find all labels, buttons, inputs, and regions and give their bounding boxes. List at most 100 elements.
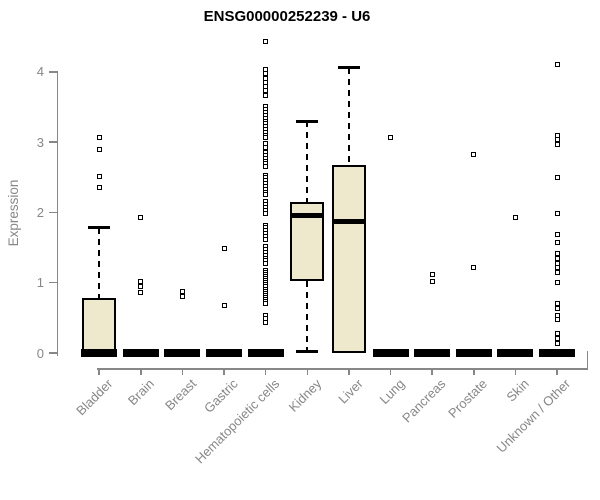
y-axis-line [56, 71, 58, 356]
outlier-point [96, 174, 102, 180]
y-tick-label: 1 [36, 275, 44, 291]
outlier-point [388, 134, 394, 140]
boxplot-collapsed-bar [164, 349, 201, 357]
y-tick [48, 71, 57, 73]
y-tick [48, 352, 57, 354]
x-axis-label: Lung [376, 376, 408, 408]
outlier-point [554, 340, 560, 346]
outlier-point [96, 185, 102, 191]
x-axis-label: Kidney [285, 376, 324, 415]
x-tick [473, 368, 475, 375]
x-tick [389, 368, 392, 375]
boxplot-collapsed-bar [372, 349, 409, 357]
outlier-point [221, 245, 227, 251]
chart-title: ENSG00000252239 - U6 [203, 8, 371, 25]
outlier-point [263, 93, 269, 99]
outlier-point [554, 280, 560, 286]
whisker-line [347, 67, 350, 166]
outlier-point [554, 250, 560, 256]
x-axis-line [97, 368, 588, 370]
boxplot-collapsed-bar [206, 349, 243, 357]
x-axis-label: Bladder [73, 376, 116, 419]
outlier-point [554, 312, 560, 318]
x-tick [140, 368, 142, 375]
outlier-point [471, 264, 477, 270]
outlier-point [138, 283, 144, 289]
x-axis-end-stub [586, 351, 588, 368]
boxplot-collapsed-bar [414, 349, 451, 357]
outlier-point [263, 88, 269, 94]
outlier-point [263, 39, 269, 45]
x-tick [264, 368, 267, 375]
outlier-point [554, 270, 560, 276]
boxplot-collapsed-bar [539, 349, 576, 357]
y-tick [48, 141, 57, 143]
outlier-point [179, 294, 185, 300]
y-tick [48, 281, 57, 284]
x-axis-label: Skin [503, 376, 533, 405]
y-tick [48, 211, 57, 214]
x-axis-label: Liver [334, 376, 366, 407]
outlier-point [554, 175, 560, 181]
outlier-point [512, 214, 518, 220]
outlier-point [554, 305, 560, 311]
outlier-point [221, 303, 227, 309]
x-axis-label: Brain [125, 376, 158, 409]
outlier-point [263, 164, 269, 170]
y-tick-label: 2 [36, 204, 44, 220]
whisker-line [98, 227, 101, 299]
x-axis-label: Prostate [445, 376, 491, 421]
outlier-point [263, 192, 269, 198]
outlier-point [96, 135, 102, 141]
outlier-point [554, 330, 560, 336]
outlier-point [554, 335, 560, 341]
x-tick [223, 368, 225, 375]
outlier-point [554, 62, 560, 68]
x-axis-label: Pancreas [399, 376, 449, 426]
boxplot-collapsed-bar [122, 349, 159, 357]
outlier-point [471, 152, 477, 158]
outlier-point [554, 210, 560, 216]
outlier-point [554, 231, 560, 237]
median-line [81, 349, 118, 357]
outlier-point [263, 144, 269, 150]
outlier-point [263, 135, 269, 141]
outlier-point [263, 210, 269, 216]
x-tick [181, 368, 184, 375]
y-tick-label: 0 [36, 345, 44, 361]
y-tick-label: 3 [36, 134, 44, 150]
outlier-point [554, 255, 560, 261]
outlier-point [138, 214, 144, 220]
x-tick [306, 368, 309, 375]
whisker-line [306, 281, 309, 352]
x-tick [431, 368, 433, 375]
whisker-cap [296, 119, 319, 123]
boxplot-collapsed-bar [497, 349, 534, 357]
outlier-point [96, 146, 102, 152]
boxplot-collapsed-bar [455, 349, 492, 357]
outlier-point [554, 260, 560, 266]
median-line [290, 213, 325, 219]
outlier-point [429, 272, 435, 278]
outlier-point [263, 301, 269, 307]
whisker-cap [88, 226, 111, 230]
boxplot-box [82, 298, 117, 353]
whisker-cap [337, 66, 360, 70]
outlier-point [554, 133, 560, 139]
outlier-point [263, 261, 269, 267]
x-axis-label: Unknown / Other [494, 376, 574, 456]
outlier-point [179, 289, 185, 295]
x-tick [514, 368, 517, 375]
whisker-cap [296, 350, 319, 354]
median-line [331, 219, 366, 225]
outlier-point [263, 236, 269, 242]
outlier-point [554, 317, 560, 323]
outlier-point [263, 319, 269, 325]
outlier-point [554, 300, 560, 306]
x-tick [98, 368, 100, 375]
x-axis-label: Gastric [200, 376, 241, 416]
x-tick [348, 368, 350, 375]
x-axis-label: Breast [161, 376, 200, 414]
outlier-point [429, 279, 435, 285]
